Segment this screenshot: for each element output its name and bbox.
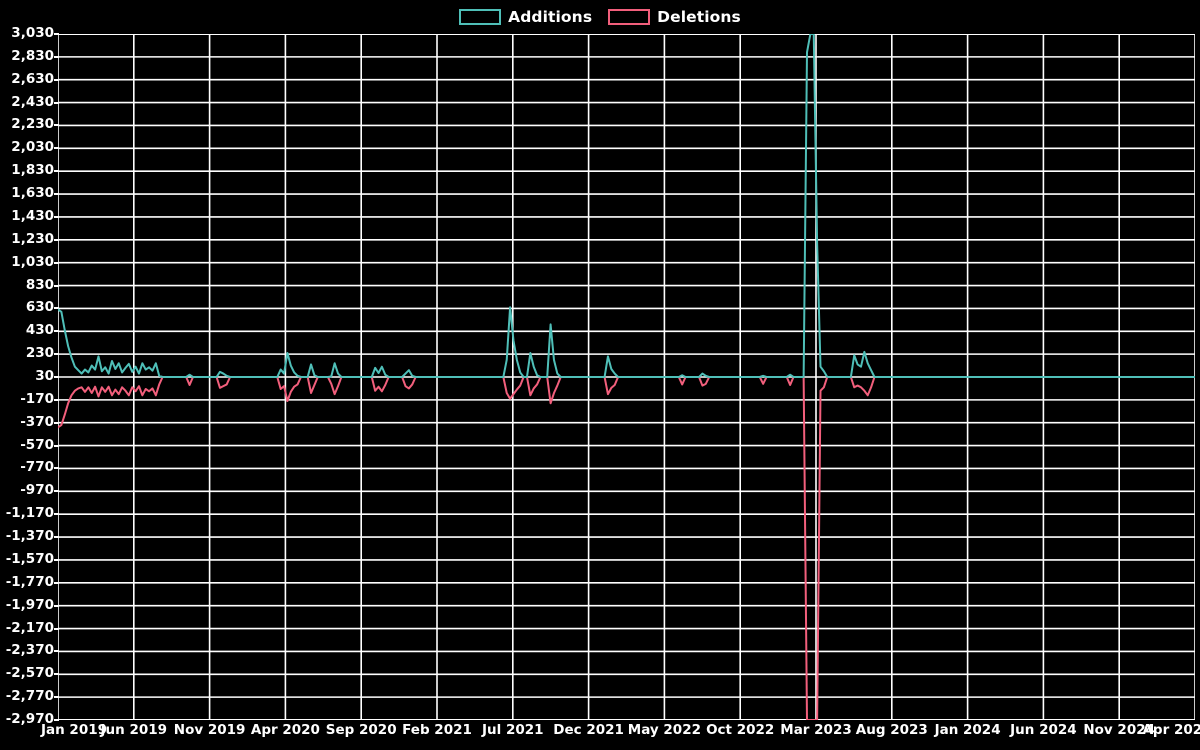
y-axis-tick-label: 3,030 [11,25,54,41]
y-axis-tick-label: -2,570 [5,665,54,682]
y-axis-tick-label: -970 [20,482,54,499]
y-axis-tick-mark [54,147,59,150]
y-axis-tick-mark [54,353,59,356]
y-axis-tick-label: -570 [20,436,54,453]
x-axis-tick-label: Jan 2024 [934,722,1001,738]
y-axis-tick-label: 1,830 [11,162,54,179]
y-axis-tick-label: 1,230 [11,230,54,247]
y-axis-tick-mark [54,78,59,81]
y-axis-tick-mark [54,170,59,173]
y-axis-tick-label: 1,430 [11,207,54,224]
y-axis-tick-mark [54,719,59,721]
y-axis-tick-label: 2,030 [11,139,54,156]
plot-area [58,34,1195,720]
y-axis-tick-mark [54,604,59,607]
y-axis-tick-mark [54,558,59,561]
x-axis-tick-label: Aug 2023 [855,722,928,738]
y-axis-tick-mark [54,513,59,516]
y-axis-tick-mark [54,376,59,378]
y-axis: 3,030 2,830 2,630 2,430 2,230 2,030 1,830 1,630… [0,0,59,750]
y-axis-tick-label: -2,170 [5,619,54,636]
y-axis-tick-mark [54,467,59,470]
y-axis-tick-mark [54,421,59,424]
y-axis-tick-label: 2,430 [11,93,54,110]
x-axis-tick-label: Oct 2022 [706,722,775,738]
y-axis-tick-mark [54,284,59,287]
y-axis-tick-mark [54,444,59,447]
chart-series [58,34,1195,720]
y-axis-tick-mark [54,124,59,127]
y-axis-tick-mark [54,193,59,196]
y-axis-tick-mark [54,696,59,699]
legend-label-deletions: Deletions [657,8,741,26]
y-axis-tick-label: 830 [25,276,54,293]
series-line-deletions [58,376,1180,720]
legend-entry-deletions[interactable]: Deletions [608,8,741,26]
legend-swatch-deletions [608,9,651,25]
y-axis-tick-mark [54,330,59,333]
x-axis-tick-label: Mar 2023 [780,722,852,738]
y-axis-tick-label: -2,370 [5,642,54,659]
y-axis-tick-mark [54,581,59,584]
x-axis-tick-label: Dec 2021 [553,722,624,738]
y-axis-tick-label: 630 [25,299,54,316]
y-axis-tick-mark [54,673,59,676]
y-axis-tick-label: -1,570 [5,550,54,567]
y-axis-tick-mark [54,536,59,539]
y-axis-tick-label: 2,630 [11,70,54,87]
y-axis-tick-label: -2,970 [5,711,54,727]
x-axis-tick-label: Nov 2019 [173,722,246,738]
y-axis-tick-label: 2,230 [11,116,54,133]
x-axis-tick-label: Feb 2021 [402,722,472,738]
x-axis-tick-label: Apr 2025 [1142,722,1200,738]
x-axis-tick-label: Apr 2020 [250,722,320,738]
y-axis-tick-label: -1,370 [5,528,54,545]
y-axis-tick-label: -1,770 [5,573,54,590]
y-axis-tick-label: 30 [35,368,54,384]
y-axis-tick-label: -770 [20,459,54,476]
y-axis-tick-label: 230 [25,345,54,362]
y-axis-tick-label: -1,970 [5,596,54,613]
legend-swatch-additions [459,9,502,25]
y-axis-tick-label: -2,770 [5,688,54,705]
x-axis: Jan 2019 Jun 2019 Nov 2019 Apr 2020 Sep 2020… [0,722,1200,750]
y-axis-tick-mark [54,33,59,35]
y-axis-tick-mark [54,101,59,104]
chart-legend: Additions Deletions [0,4,1200,30]
y-axis-tick-label: -170 [20,390,54,407]
y-axis-tick-mark [54,55,59,58]
x-axis-tick-label: Jan 2019 [40,722,108,738]
y-axis-tick-mark [54,627,59,630]
legend-label-additions: Additions [508,8,593,26]
series-line-additions [58,34,1195,378]
chart-gridlines [58,34,1195,720]
y-axis-tick-mark [54,307,59,310]
y-axis-tick-label: -370 [20,413,54,430]
y-axis-tick-label: -1,170 [5,505,54,522]
y-axis-tick-mark [54,261,59,264]
x-axis-tick-label: Nov 2024 [1083,722,1156,738]
y-axis-tick-label: 1,030 [11,253,54,270]
x-axis-tick-label: Jul 2021 [482,722,544,738]
y-axis-tick-label: 1,630 [11,185,54,202]
x-axis-tick-label: Jun 2019 [100,722,168,738]
y-axis-tick-mark [54,215,59,218]
y-axis-tick-mark [54,238,59,241]
y-axis-tick-label: 2,830 [11,47,54,64]
legend-entry-additions[interactable]: Additions [459,8,592,26]
y-axis-tick-label: 430 [25,322,54,339]
y-axis-tick-mark [54,490,59,493]
x-axis-tick-label: Sep 2020 [325,722,397,738]
x-axis-tick-label: May 2022 [627,722,701,738]
y-axis-tick-mark [54,650,59,653]
x-axis-tick-label: Jun 2024 [1010,722,1077,738]
y-axis-tick-mark [54,398,59,401]
